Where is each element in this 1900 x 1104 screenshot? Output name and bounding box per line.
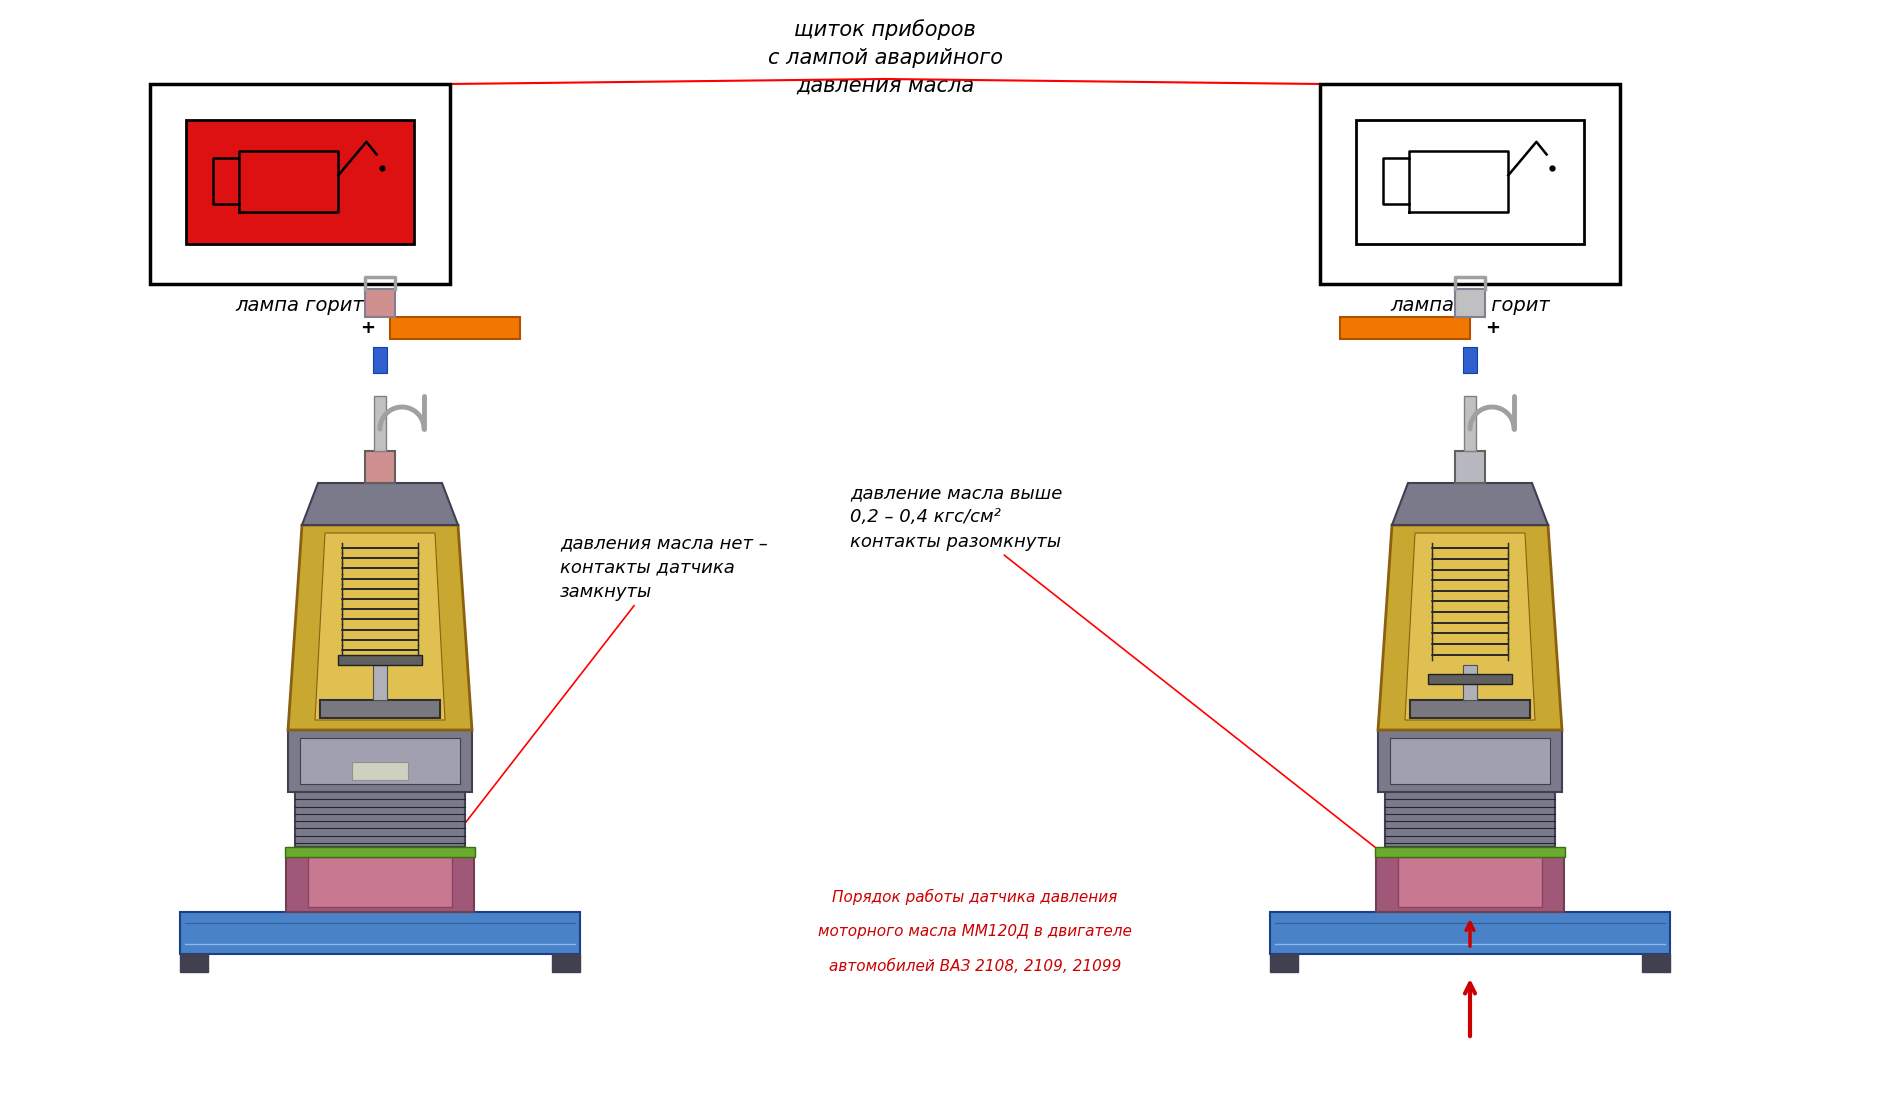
Bar bbox=[365, 289, 395, 317]
Bar bbox=[285, 847, 475, 857]
Bar bbox=[1455, 289, 1486, 317]
Bar bbox=[365, 452, 395, 482]
Bar bbox=[1463, 347, 1476, 373]
Bar bbox=[1376, 857, 1564, 912]
Polygon shape bbox=[302, 482, 458, 526]
Text: лампа горит: лампа горит bbox=[236, 296, 365, 315]
Text: −: − bbox=[372, 344, 388, 364]
Bar bbox=[374, 396, 386, 452]
Text: лампа не горит: лампа не горит bbox=[1391, 296, 1550, 315]
Bar bbox=[180, 912, 580, 954]
Bar bbox=[1320, 84, 1621, 284]
Text: моторного масла ММ120Д в двигателе: моторного масла ММ120Д в двигателе bbox=[819, 924, 1132, 940]
Polygon shape bbox=[1378, 526, 1562, 730]
Bar bbox=[186, 120, 414, 244]
Bar bbox=[338, 655, 422, 665]
Bar bbox=[289, 730, 471, 792]
Bar bbox=[1376, 847, 1566, 857]
Bar bbox=[1429, 675, 1512, 684]
Bar bbox=[1391, 737, 1550, 784]
Bar bbox=[308, 857, 452, 907]
Bar bbox=[1269, 912, 1670, 954]
Bar bbox=[1410, 700, 1530, 718]
Bar bbox=[300, 737, 460, 784]
Bar bbox=[1378, 730, 1562, 792]
Text: щиток приборов
с лампой аварийного
давления масла: щиток приборов с лампой аварийного давле… bbox=[768, 19, 1003, 96]
Bar bbox=[150, 84, 450, 284]
Bar bbox=[1269, 954, 1298, 972]
Bar bbox=[1455, 452, 1486, 482]
Bar bbox=[1465, 396, 1476, 452]
Polygon shape bbox=[289, 526, 471, 730]
Text: +: + bbox=[1486, 319, 1499, 337]
Text: давления масла нет –
контакты датчика
замкнуты: давления масла нет – контакты датчика за… bbox=[446, 534, 768, 847]
Bar bbox=[294, 792, 466, 847]
Bar bbox=[180, 954, 207, 972]
Text: +: + bbox=[359, 319, 374, 337]
Polygon shape bbox=[1393, 482, 1548, 526]
Bar bbox=[372, 347, 388, 373]
Bar bbox=[390, 317, 521, 339]
Polygon shape bbox=[315, 533, 445, 720]
Text: Порядок работы датчика давления: Порядок работы датчика давления bbox=[832, 889, 1117, 905]
Bar bbox=[1642, 954, 1670, 972]
Bar bbox=[352, 762, 408, 781]
Bar bbox=[1357, 120, 1585, 244]
Bar bbox=[1463, 665, 1476, 700]
Polygon shape bbox=[1404, 533, 1535, 720]
Bar bbox=[287, 857, 473, 912]
Text: автомобилей ВАЗ 2108, 2109, 21099: автомобилей ВАЗ 2108, 2109, 21099 bbox=[828, 959, 1121, 974]
Text: −: − bbox=[1461, 344, 1478, 364]
Bar bbox=[1398, 857, 1543, 907]
Bar bbox=[1385, 792, 1554, 847]
Bar bbox=[372, 665, 388, 700]
Bar bbox=[319, 700, 441, 718]
Text: давление масла выше
0,2 – 0,4 кгс/см²
контакты разомкнуты: давление масла выше 0,2 – 0,4 кгс/см² ко… bbox=[849, 484, 1387, 858]
Bar bbox=[1340, 317, 1471, 339]
Bar bbox=[553, 954, 580, 972]
